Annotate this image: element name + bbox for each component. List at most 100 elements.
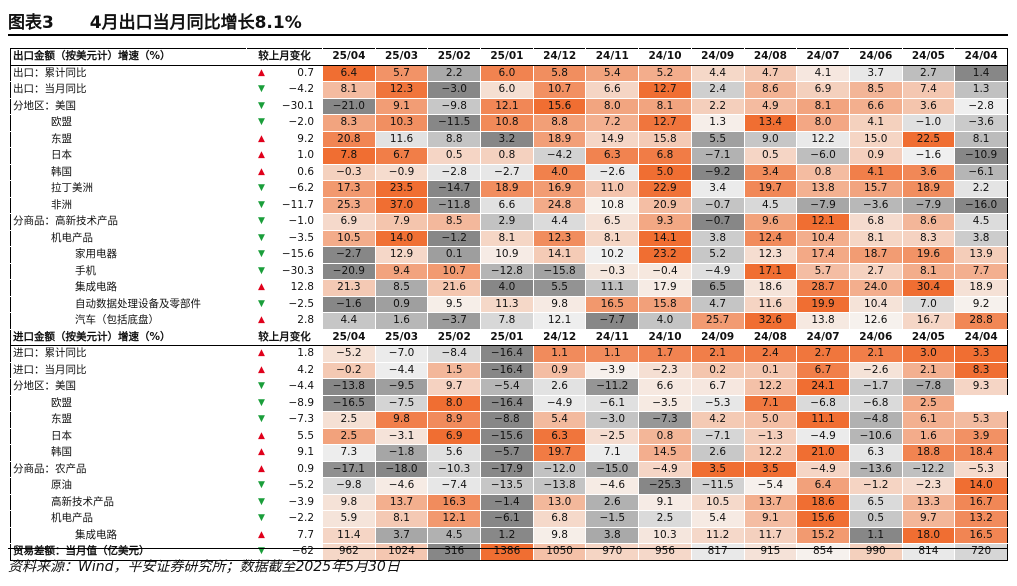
down-arrow-icon: ▼ xyxy=(246,477,277,495)
value-cell: −6.1 xyxy=(585,394,640,412)
row-label: 手机 xyxy=(10,262,247,280)
table-row: 集成电路 ▲ 7.7 11.4 3.7 4.5 1.2 9.8 3.8 10.3 11.2 11.7 1… xyxy=(10,526,1008,544)
value-cell: −6.8 xyxy=(848,394,903,412)
row-label: 东盟 xyxy=(10,130,247,148)
value-cell: 1050 xyxy=(532,543,587,561)
value-cell: 11.1 xyxy=(585,279,640,297)
value-cell: 14.1 xyxy=(638,229,692,247)
up-arrow-icon: ▲ xyxy=(246,361,277,379)
value-cell: 2.5 xyxy=(322,427,376,445)
value-cell: 8.1 xyxy=(480,229,534,247)
column-header: 24/10 xyxy=(638,328,692,346)
value-cell: 8.1 xyxy=(848,229,903,247)
value-cell: −7.0 xyxy=(374,345,429,363)
value-cell: 17.4 xyxy=(796,246,850,264)
value-cell: 12.9 xyxy=(374,246,429,264)
source-note: 资料来源：Wind，平安证券研究所；数据截至2025年5月30日 xyxy=(8,559,400,575)
value-cell: −10.9 xyxy=(954,147,1008,165)
change-value: −7.3 xyxy=(276,411,323,429)
value-cell: 17.3 xyxy=(322,180,376,198)
change-value: −3.5 xyxy=(276,229,323,247)
column-header: 24/08 xyxy=(743,328,798,346)
value-cell: 7.8 xyxy=(480,312,534,330)
value-cell: 5.5 xyxy=(690,130,745,148)
value-cell: 8.6 xyxy=(901,213,956,231)
value-cell: 24.0 xyxy=(848,279,903,297)
value-cell: 10.8 xyxy=(480,114,534,132)
table-row: 东盟 ▲ 9.2 20.8 11.6 8.8 3.2 18.9 14.9 15.8 5.5 9.0 12… xyxy=(10,130,1008,148)
row-label: 分商品：高新技术产品 xyxy=(10,213,247,231)
value-cell: 11.3 xyxy=(480,295,534,313)
down-arrow-icon: ▼ xyxy=(246,493,277,511)
figure-heading: 4月出口当月同比增长8.1% xyxy=(89,13,302,33)
row-label: 集成电路 xyxy=(10,526,247,544)
value-cell: 14.0 xyxy=(374,229,429,247)
value-cell: 12.2 xyxy=(743,444,798,462)
value-cell: 12.1 xyxy=(427,510,482,528)
section-header-row: 进口金额（按美元计）增速（%） 较上月变化 25/04 25/03 25/02 25/01… xyxy=(10,328,1008,346)
value-cell: 9.8 xyxy=(322,493,376,511)
section-header-label: 出口金额（按美元计）增速（%） xyxy=(10,48,247,66)
value-cell: 3.8 xyxy=(690,229,745,247)
value-cell: 9.8 xyxy=(532,526,587,544)
value-cell: −1.8 xyxy=(374,444,429,462)
value-cell: 5.4 xyxy=(585,64,640,82)
figure-title: 图表3 4月出口当月同比增长8.1% xyxy=(8,8,302,33)
value-cell: 1.1 xyxy=(848,526,903,544)
table-row: 欧盟 ▼ −8.9 −16.5 −7.5 8.0 −16.4 −4.9 −6.1 −3.5 −5.3… xyxy=(10,394,1008,412)
value-cell: 9.0 xyxy=(743,130,798,148)
value-cell: 0.5 xyxy=(427,147,482,165)
row-label: 日本 xyxy=(10,147,247,165)
value-cell: 5.0 xyxy=(638,163,692,181)
value-cell: −3.6 xyxy=(954,114,1008,132)
row-label: 出口：累计同比 xyxy=(10,64,247,82)
value-cell: 20.8 xyxy=(322,130,376,148)
value-cell: 24.1 xyxy=(796,378,850,396)
value-cell: −5.4 xyxy=(480,378,534,396)
down-arrow-icon: ▼ xyxy=(246,411,277,429)
value-cell: −7.5 xyxy=(374,394,429,412)
value-cell: 12.3 xyxy=(532,229,587,247)
table-row: 分商品：农产品 ▲ 0.9 −17.1 −18.0 −10.3 −17.9 −12.0 −15.… xyxy=(10,460,1008,478)
row-label: 汽车（包括底盘） xyxy=(10,312,247,330)
value-cell: −7.9 xyxy=(796,196,850,214)
value-cell: 10.7 xyxy=(532,81,587,99)
value-cell: 10.4 xyxy=(848,295,903,313)
value-cell: 12.1 xyxy=(796,213,850,231)
value-cell: 18.4 xyxy=(954,444,1008,462)
value-cell: −5.7 xyxy=(480,444,534,462)
column-header: 24/05 xyxy=(901,328,956,346)
row-label: 韩国 xyxy=(10,163,247,181)
value-cell: 6.7 xyxy=(796,361,850,379)
top-rule xyxy=(8,34,1008,36)
table-row: 分地区：美国 ▼ −4.4 −13.8 −9.5 9.7 −5.4 2.6 −11.2 6.6 6.… xyxy=(10,378,1008,396)
column-header: 24/07 xyxy=(796,48,850,66)
change-value: −2.0 xyxy=(276,114,323,132)
value-cell: 2.2 xyxy=(427,64,482,82)
table-row: 东盟 ▼ −7.3 2.5 9.8 8.9 −8.8 5.4 −3.0 −7.3 4.2 5.0 11.… xyxy=(10,411,1008,429)
column-header: 24/12 xyxy=(532,48,587,66)
value-cell: −5.4 xyxy=(743,477,798,495)
value-cell: 18.9 xyxy=(480,180,534,198)
value-cell: 6.8 xyxy=(532,510,587,528)
value-cell: 18.6 xyxy=(743,279,798,297)
value-cell: 8.3 xyxy=(322,114,376,132)
value-cell: 18.7 xyxy=(848,246,903,264)
row-label: 东盟 xyxy=(10,411,247,429)
down-arrow-icon: ▼ xyxy=(246,229,277,247)
value-cell: −3.6 xyxy=(848,196,903,214)
value-cell: 16.7 xyxy=(901,312,956,330)
table-row: 韩国 ▲ 0.6 −0.3 −0.9 −2.8 −2.7 4.0 −2.6 5.0 −9.2 3.4 0… xyxy=(10,163,1008,181)
value-cell: 3.7 xyxy=(848,64,903,82)
value-cell: 12.3 xyxy=(374,81,429,99)
value-cell: 0.8 xyxy=(638,427,692,445)
value-cell: 8.1 xyxy=(374,510,429,528)
value-cell: 4.5 xyxy=(743,196,798,214)
value-cell: −16.4 xyxy=(480,361,534,379)
value-cell: −5.2 xyxy=(322,345,376,363)
value-cell: 4.7 xyxy=(743,64,798,82)
figure-label: 图表3 xyxy=(8,13,54,33)
value-cell: 6.9 xyxy=(796,81,850,99)
value-cell: 15.6 xyxy=(532,97,587,115)
value-cell: −14.7 xyxy=(427,180,482,198)
